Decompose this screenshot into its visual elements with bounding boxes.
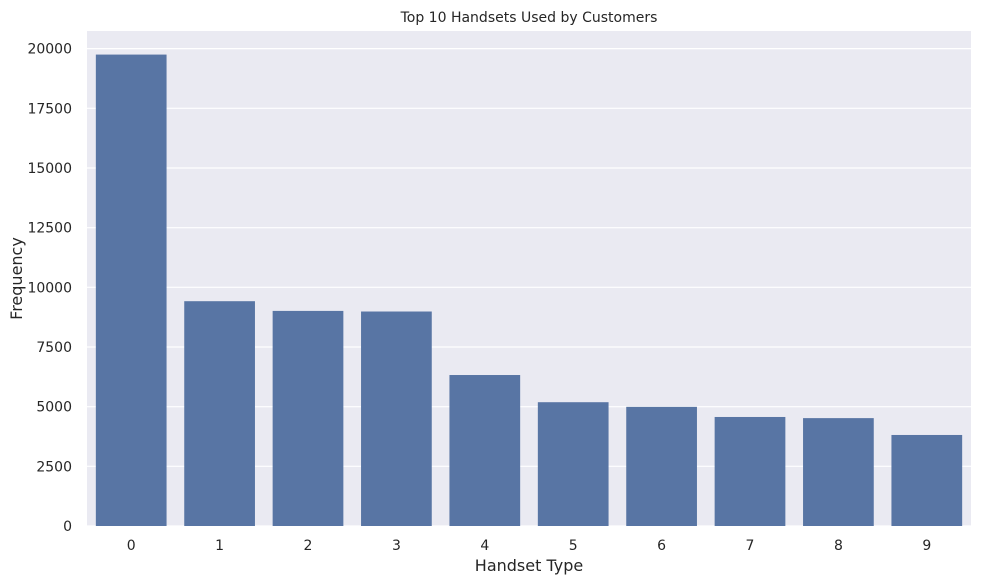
x-tick-label: 1 — [215, 538, 224, 554]
bars — [95, 54, 963, 527]
x-tick-label: 7 — [746, 538, 755, 554]
y-tick-label: 15000 — [27, 161, 72, 177]
x-tick-label: 8 — [834, 538, 843, 554]
y-tick-label: 2500 — [36, 459, 72, 475]
bar — [95, 54, 167, 527]
y-tick-label: 10000 — [27, 280, 72, 296]
bar — [537, 402, 609, 526]
bar — [626, 406, 697, 526]
x-tick-label: 5 — [569, 538, 578, 554]
x-axis-ticks: 0 1 2 3 4 5 6 7 8 9 — [127, 538, 932, 554]
bar — [361, 311, 432, 526]
y-tick-label: 5000 — [36, 400, 72, 416]
bar — [184, 301, 255, 526]
y-tick-label: 17500 — [27, 101, 72, 117]
x-axis-label: Handset Type — [475, 556, 583, 575]
bar — [449, 375, 521, 526]
x-tick-label: 2 — [304, 538, 313, 554]
bar — [891, 434, 963, 526]
bar — [714, 416, 786, 526]
y-axis-label: Frequency — [7, 237, 26, 320]
x-tick-label: 9 — [922, 538, 931, 554]
y-tick-label: 7500 — [36, 340, 72, 356]
x-tick-label: 3 — [392, 538, 401, 554]
chart-title: Top 10 Handsets Used by Customers — [400, 10, 658, 26]
x-tick-label: 6 — [657, 538, 666, 554]
bar — [272, 310, 344, 526]
x-tick-label: 0 — [127, 538, 136, 554]
x-tick-label: 4 — [480, 538, 489, 554]
y-tick-label: 20000 — [27, 42, 72, 58]
y-tick-label: 0 — [63, 519, 72, 535]
y-axis-ticks: 0 2500 5000 7500 10000 12500 15000 17500 20000 — [27, 42, 72, 535]
bar — [803, 418, 874, 526]
y-tick-label: 12500 — [27, 221, 72, 237]
